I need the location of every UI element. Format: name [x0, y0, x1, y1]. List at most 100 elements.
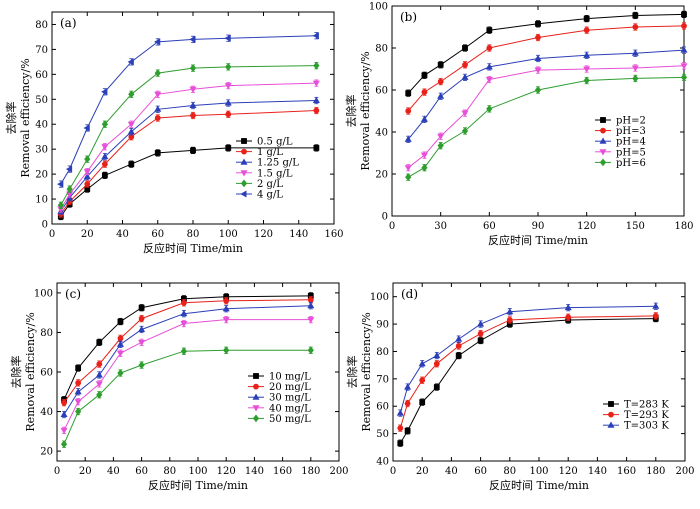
- y-tick-label: 70: [35, 45, 48, 56]
- data-point: [396, 409, 404, 416]
- data-point: [101, 144, 109, 151]
- x-tick-label: 100: [219, 229, 238, 240]
- data-point: [455, 352, 462, 359]
- data-point: [189, 64, 197, 72]
- x-tick-label: 90: [532, 221, 545, 232]
- data-point: [404, 135, 412, 142]
- data-point: [224, 99, 232, 106]
- data-point: [307, 317, 315, 324]
- legend-marker: [240, 179, 248, 188]
- data-point: [222, 304, 230, 312]
- data-point: [486, 27, 493, 34]
- panel-label: (c): [65, 287, 81, 301]
- data-point: [506, 317, 513, 323]
- data-point: [60, 410, 68, 418]
- x-axis-title: 反应时间 Time/min: [148, 478, 248, 492]
- x-tick-label: 150: [626, 221, 645, 232]
- data-point: [583, 66, 591, 73]
- data-point: [462, 45, 468, 51]
- legend-label: 40 mg/L: [269, 403, 311, 414]
- x-tick-label: 0: [389, 221, 395, 232]
- series-line: [407, 13, 685, 94]
- x-tick-label: 180: [646, 466, 665, 477]
- data-point: [138, 315, 145, 322]
- y-axis-title-cn: 去除率: [344, 95, 358, 128]
- series-line: [399, 315, 656, 429]
- y-tick-label: 0: [382, 212, 388, 223]
- data-point: [437, 78, 444, 85]
- y-tick-label: 80: [40, 328, 53, 339]
- y-tick-label: 20: [40, 447, 53, 458]
- data-point: [534, 54, 542, 62]
- legend-marker: [241, 138, 247, 144]
- data-point: [485, 63, 493, 70]
- x-tick-label: 40: [107, 466, 120, 477]
- y-axis-title-cn: 去除率: [4, 102, 18, 135]
- data-point: [307, 302, 315, 309]
- y-tick-label: 40: [375, 128, 388, 139]
- series-pH-4: [404, 46, 688, 143]
- data-point: [138, 325, 146, 332]
- y-tick-label: 50: [376, 429, 389, 440]
- y-axis-title-en: Removal efficiency/%: [19, 58, 32, 177]
- data-point: [138, 339, 146, 347]
- data-point: [477, 320, 485, 327]
- series-40-mg-L: [60, 315, 315, 435]
- data-point: [101, 172, 108, 179]
- data-point: [101, 120, 108, 129]
- legend: pH=2pH=3pH=4pH=5pH=6: [595, 116, 646, 169]
- legend-label: 2 g/L: [257, 179, 283, 190]
- data-point: [66, 185, 73, 193]
- data-point: [154, 69, 161, 77]
- legend-marker: [241, 148, 247, 155]
- x-tick-label: 180: [301, 466, 320, 477]
- x-tick-label: 80: [503, 466, 516, 477]
- data-point: [75, 407, 82, 416]
- legend-marker: [608, 401, 614, 407]
- y-tick-label: 70: [376, 374, 389, 385]
- y-axis-title: 去除率Removal efficiency/%: [345, 312, 373, 431]
- series-T-303-K: [396, 302, 660, 417]
- y-axis-title: 去除率Removal efficiency/%: [344, 51, 372, 170]
- x-tick-label: 120: [217, 466, 236, 477]
- data-point: [116, 350, 124, 357]
- legend-marker: [252, 405, 260, 412]
- legend-marker: [253, 373, 259, 379]
- x-tick-label: 120: [254, 229, 273, 240]
- data-point: [420, 152, 428, 159]
- data-point: [506, 308, 514, 315]
- data-point: [83, 172, 91, 180]
- data-point: [421, 89, 428, 95]
- x-tick-label: 140: [588, 466, 607, 477]
- data-point: [95, 381, 103, 388]
- legend-label: 1.5 g/L: [257, 168, 293, 179]
- series-4-g-L: [57, 32, 319, 188]
- data-point: [632, 74, 639, 83]
- y-tick-label: 40: [35, 120, 48, 131]
- data-point: [404, 165, 412, 172]
- data-point: [421, 163, 428, 172]
- data-point: [420, 115, 428, 122]
- series-line: [63, 305, 311, 415]
- data-point: [127, 58, 134, 66]
- data-point: [84, 181, 91, 187]
- x-axis-title: 反应时间 Time/min: [143, 241, 243, 255]
- data-point: [583, 76, 590, 85]
- data-point: [652, 302, 660, 309]
- y-tick-label: 30: [35, 145, 48, 156]
- data-point: [189, 35, 196, 43]
- data-point: [101, 152, 109, 160]
- data-point: [75, 365, 82, 371]
- x-tick-label: 160: [324, 229, 343, 240]
- y-tick-label: 80: [35, 20, 48, 31]
- data-point: [680, 46, 688, 53]
- data-point: [421, 72, 428, 79]
- data-point: [583, 51, 591, 58]
- y-tick-label: 80: [376, 347, 389, 358]
- data-point: [404, 383, 412, 390]
- y-axis-title-en: Removal efficiency/%: [359, 51, 372, 170]
- data-point: [101, 161, 108, 168]
- data-point: [437, 141, 444, 150]
- data-point: [486, 105, 493, 113]
- data-point: [681, 23, 687, 29]
